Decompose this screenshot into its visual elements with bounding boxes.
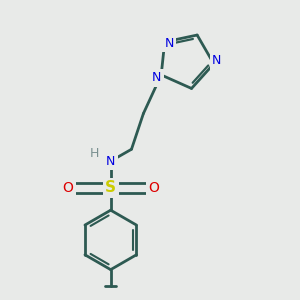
Text: H: H	[90, 147, 99, 160]
Text: O: O	[62, 181, 73, 195]
Text: N: N	[164, 37, 174, 50]
Text: S: S	[105, 180, 116, 195]
Text: N: N	[212, 54, 221, 67]
Text: N: N	[152, 71, 161, 84]
Text: N: N	[106, 154, 116, 168]
Text: O: O	[148, 181, 159, 195]
